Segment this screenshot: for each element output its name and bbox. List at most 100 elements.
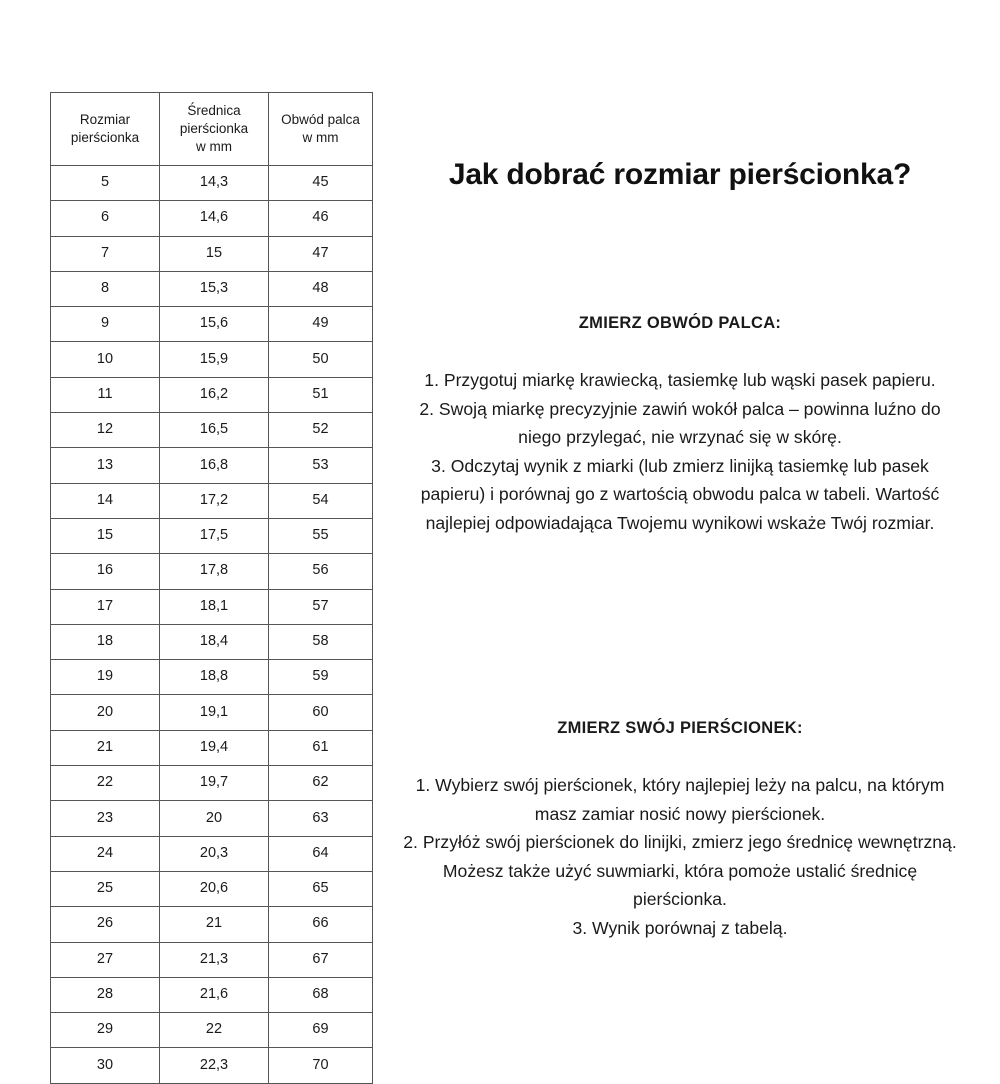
cell-ring-size: 22 (50, 765, 160, 802)
instruction-step: 2. Swoją miarkę precyzyjnie zawiń wokół … (419, 398, 941, 448)
column-header-ring-diameter: Średnica pierścionka w mm (159, 92, 269, 166)
table-body: 5 14,3 45 6 14,6 46 7 15 47 8 15,3 48 9 15,6 49 10 15,9 5… (50, 164, 373, 1084)
cell-ring-diameter: 15,6 (159, 306, 269, 343)
page-title: Jak dobrać rozmiar pierścionka? (448, 158, 912, 191)
cell-ring-diameter: 19,4 (159, 729, 269, 767)
cell-ring-diameter: 15,3 (159, 270, 269, 308)
cell-ring-size: 29 (50, 1012, 160, 1049)
table-row: 21 19,4 61 (50, 729, 373, 767)
cell-ring-diameter: 16,5 (159, 412, 269, 449)
cell-finger-circumference: 58 (268, 623, 373, 661)
table-row: 23 20 63 (50, 800, 373, 837)
cell-finger-circumference: 62 (268, 765, 373, 802)
cell-ring-size: 16 (50, 553, 160, 590)
cell-ring-diameter: 14,6 (159, 200, 269, 237)
cell-ring-size: 26 (50, 906, 160, 943)
table-row: 16 17,8 56 (50, 553, 373, 590)
table-row: 15 17,5 55 (50, 517, 373, 555)
section-heading-measure-ring: ZMIERZ SWÓJ PIERŚCIONEK: (557, 719, 803, 737)
ring-size-table-container: Rozmiar pierścionka Średnica pierścionka… (50, 92, 373, 1084)
cell-ring-size: 17 (50, 588, 160, 625)
cell-finger-circumference: 64 (268, 835, 373, 872)
cell-ring-diameter: 19,1 (159, 694, 269, 731)
table-row: 29 22 69 (50, 1012, 373, 1049)
section-steps-measure-finger: 1. Przygotuj miarkę krawiecką, tasiemkę … (400, 366, 960, 537)
cell-ring-diameter: 15 (159, 235, 269, 272)
table-row: 17 18,1 57 (50, 588, 373, 625)
cell-finger-circumference: 54 (268, 482, 373, 519)
cell-finger-circumference: 56 (268, 553, 373, 590)
cell-finger-circumference: 45 (268, 164, 373, 202)
cell-finger-circumference: 48 (268, 270, 373, 308)
cell-finger-circumference: 47 (268, 235, 373, 272)
column-header-line: pierścionka (70, 130, 140, 145)
cell-ring-diameter: 21,6 (159, 976, 269, 1014)
table-row: 13 16,8 53 (50, 447, 373, 484)
cell-ring-size: 23 (50, 800, 160, 837)
instruction-step: 1. Przygotuj miarkę krawiecką, tasiemkę … (424, 370, 936, 390)
cell-ring-diameter: 22 (159, 1012, 269, 1049)
cell-ring-diameter: 17,5 (159, 517, 269, 555)
cell-finger-circumference: 70 (268, 1047, 373, 1084)
cell-ring-size: 9 (50, 306, 160, 343)
table-row: 19 18,8 59 (50, 659, 373, 696)
cell-finger-circumference: 59 (268, 659, 373, 696)
cell-finger-circumference: 55 (268, 517, 373, 555)
cell-finger-circumference: 61 (268, 729, 373, 767)
cell-ring-size: 6 (50, 200, 160, 237)
cell-ring-size: 8 (50, 270, 160, 308)
cell-ring-size: 30 (50, 1047, 160, 1084)
cell-finger-circumference: 50 (268, 341, 373, 378)
cell-ring-size: 18 (50, 623, 160, 661)
cell-ring-size: 11 (50, 376, 160, 414)
column-header-finger-circumference: Obwód palca w mm (268, 92, 373, 166)
table-row: 14 17,2 54 (50, 482, 373, 519)
table-row: 26 21 66 (50, 906, 373, 943)
cell-finger-circumference: 60 (268, 694, 373, 731)
section-steps-measure-ring: 1. Wybierz swój pierścionek, który najle… (400, 771, 960, 942)
column-header-line: w mm (196, 138, 232, 154)
cell-finger-circumference: 46 (268, 200, 373, 237)
column-header-line: Obwód palca (281, 112, 360, 128)
table-row: 25 20,6 65 (50, 870, 373, 908)
cell-finger-circumference: 69 (268, 1012, 373, 1049)
cell-ring-size: 19 (50, 659, 160, 696)
cell-ring-diameter: 20,3 (159, 835, 269, 872)
cell-ring-diameter: 17,8 (159, 553, 269, 590)
instruction-step: 3. Wynik porównaj z tabelą. (572, 917, 788, 938)
table-row: 8 15,3 48 (50, 270, 373, 308)
cell-ring-diameter: 14,3 (159, 164, 269, 202)
cell-ring-size: 21 (50, 729, 160, 767)
cell-finger-circumference: 68 (268, 976, 373, 1014)
table-row: 11 16,2 51 (50, 376, 373, 414)
table-row: 28 21,6 68 (50, 976, 373, 1014)
column-header-line: pierścionka (179, 121, 249, 137)
column-header-line: Średnica (187, 103, 241, 119)
cell-finger-circumference: 67 (268, 941, 373, 978)
table-row: 9 15,6 49 (50, 306, 373, 343)
section-heading-measure-finger: ZMIERZ OBWÓD PALCA: (578, 314, 782, 332)
cell-ring-size: 13 (50, 447, 160, 484)
cell-ring-diameter: 17,2 (159, 482, 269, 519)
cell-ring-diameter: 19,7 (159, 765, 269, 802)
table-header: Rozmiar pierścionka Średnica pierścionka… (50, 92, 373, 166)
cell-ring-size: 15 (50, 517, 160, 555)
cell-finger-circumference: 51 (268, 376, 373, 414)
table-row: 27 21,3 67 (50, 941, 373, 978)
cell-ring-diameter: 20,6 (159, 870, 269, 908)
table-row: 6 14,6 46 (50, 200, 373, 237)
cell-ring-diameter: 16,8 (159, 447, 269, 484)
cell-finger-circumference: 66 (268, 906, 373, 943)
instruction-step: 1. Wybierz swój pierścionek, który najle… (415, 775, 945, 824)
cell-ring-diameter: 22,3 (159, 1047, 269, 1084)
instruction-step: 3. Odczytaj wynik z miarki (lub zmierz l… (420, 455, 940, 533)
table-row: 12 16,5 52 (50, 412, 373, 449)
ring-size-table: Rozmiar pierścionka Średnica pierścionka… (50, 92, 373, 1084)
cell-ring-diameter: 18,1 (159, 588, 269, 625)
table-row: 20 19,1 60 (50, 694, 373, 731)
cell-finger-circumference: 57 (268, 588, 373, 625)
cell-ring-size: 24 (50, 835, 160, 872)
instructions-panel: Jak dobrać rozmiar pierścionka? ZMIERZ O… (400, 0, 960, 1084)
table-row: 7 15 47 (50, 235, 373, 272)
